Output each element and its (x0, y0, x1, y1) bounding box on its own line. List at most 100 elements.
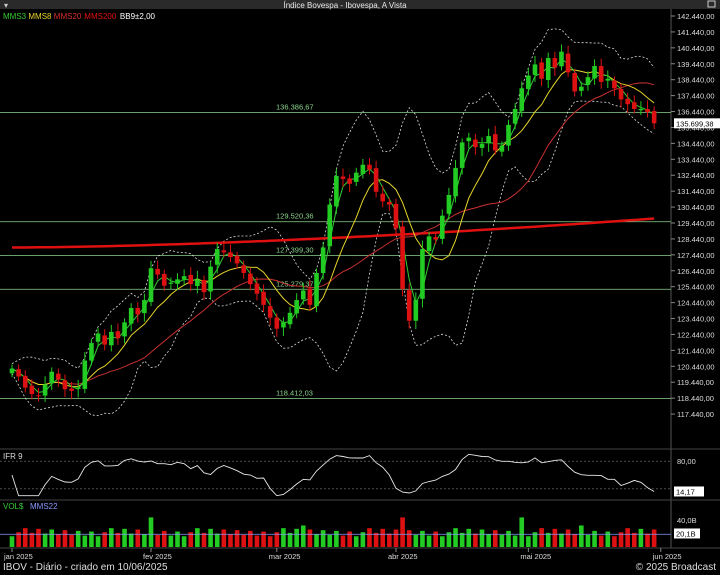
volume-bar (519, 517, 525, 547)
volume-bar (82, 535, 88, 547)
footer: IBOV - Diário - criado em 10/06/2025 © 2… (0, 561, 720, 575)
volume-bar (307, 529, 313, 547)
volume-bar (440, 536, 445, 547)
candle-body (62, 380, 68, 390)
chart-title: Índice Bovespa - Ibovespa, A Vista (283, 1, 407, 10)
rsi-tick-label: 80,00 (677, 457, 696, 466)
candle-body (56, 373, 61, 380)
candle-body (486, 136, 491, 144)
candle-body (214, 249, 220, 265)
legend-item: MMS20 (54, 12, 82, 21)
candle-body (69, 388, 74, 391)
volume-bar (605, 531, 611, 547)
volume-bar (572, 534, 577, 547)
volume-bar (49, 529, 55, 547)
candle-body (248, 273, 253, 285)
volume-bar (367, 528, 372, 547)
candle-body (320, 247, 326, 273)
volume-bar (155, 534, 160, 547)
y-tick-label: 134.440,00 (677, 139, 715, 148)
candle-body (512, 108, 518, 124)
candle-body (274, 317, 280, 329)
candle-body (526, 75, 531, 89)
candle-body (532, 64, 538, 75)
candle-body (645, 108, 650, 113)
candle-body (188, 274, 194, 285)
ma20-line (11, 82, 655, 385)
candle-body (128, 308, 134, 324)
volume-bar (526, 536, 531, 547)
volume-bar (334, 530, 339, 547)
x-axis: jan 2025 fev 2025 mar 2025 abr 2025 mai 2025… (3, 548, 682, 561)
y-tick-label: 125.440,00 (677, 283, 715, 292)
candle-body (109, 331, 114, 346)
volume-bar (22, 528, 28, 547)
volume-bar (261, 531, 266, 547)
vol-label: VOL$ (3, 502, 24, 511)
candle-body (406, 290, 412, 321)
volume-bar (161, 530, 167, 547)
volume-bar (347, 531, 352, 547)
volume-bar (413, 534, 419, 547)
rsi-label: IFR 9 (3, 452, 23, 461)
volume-bar (16, 532, 21, 547)
volume-bar (248, 530, 253, 547)
volume-bar (486, 534, 491, 547)
candle-body (499, 145, 505, 152)
volume-bar (241, 534, 246, 547)
rsi-last-label: 14,17 (676, 487, 695, 496)
volume-bar (466, 528, 472, 547)
candle-body (89, 343, 94, 361)
candle-body (433, 237, 438, 240)
candle-body (585, 77, 591, 85)
volume-bar (294, 528, 299, 547)
candle-body (300, 290, 306, 300)
volume-bar (201, 532, 207, 547)
y-tick-label: 122.440,00 (677, 330, 715, 339)
y-tick-label: 141.440,00 (677, 28, 715, 37)
candle-body (373, 168, 379, 192)
candle-body (440, 215, 445, 239)
candle-body (261, 291, 266, 305)
candle-body (195, 279, 200, 287)
volume-bar (406, 530, 412, 547)
volume-bar (479, 529, 485, 547)
volume-bar (532, 532, 538, 547)
maximize-icon[interactable] (707, 0, 716, 8)
candle-body (618, 88, 624, 100)
candle-body (605, 78, 611, 81)
volume-bar (353, 536, 359, 547)
volume-bar (618, 532, 624, 547)
volume-bar (565, 529, 571, 547)
y-tick-label: 137.440,00 (677, 92, 715, 101)
candle-body (367, 164, 372, 170)
y-tick-label: 118.440,00 (677, 394, 714, 403)
volume-bar (221, 529, 227, 547)
volume-bar (545, 532, 551, 547)
volume-bar (142, 534, 147, 547)
menu-arrow-icon[interactable]: ▾ (4, 1, 8, 10)
volume-bar (148, 517, 154, 547)
volume-bar (42, 533, 48, 547)
candle-body (9, 368, 15, 374)
volume-bar (36, 528, 41, 547)
volume-bar (645, 533, 650, 547)
volume-bar (625, 528, 630, 547)
candle-body (294, 300, 299, 314)
candle-body (181, 276, 187, 280)
footer-copyright: © 2025 Broadcast (635, 562, 716, 573)
candle-body (175, 279, 180, 284)
volume-bar (234, 530, 240, 547)
rsi-line (11, 453, 655, 497)
candle-body (552, 58, 558, 68)
volume-bar (115, 532, 121, 547)
volume-bar (598, 535, 604, 547)
candle-body (592, 65, 597, 79)
support-line-label: 118.412,03 (276, 389, 313, 398)
y-tick-label: 123.440,00 (677, 315, 715, 324)
last-price-box (674, 118, 720, 129)
x-tick-label: mai 2025 (520, 552, 551, 561)
volume-bar (254, 535, 260, 547)
volume-bar (360, 532, 366, 547)
y-tick-label: 132.440,00 (677, 171, 715, 180)
